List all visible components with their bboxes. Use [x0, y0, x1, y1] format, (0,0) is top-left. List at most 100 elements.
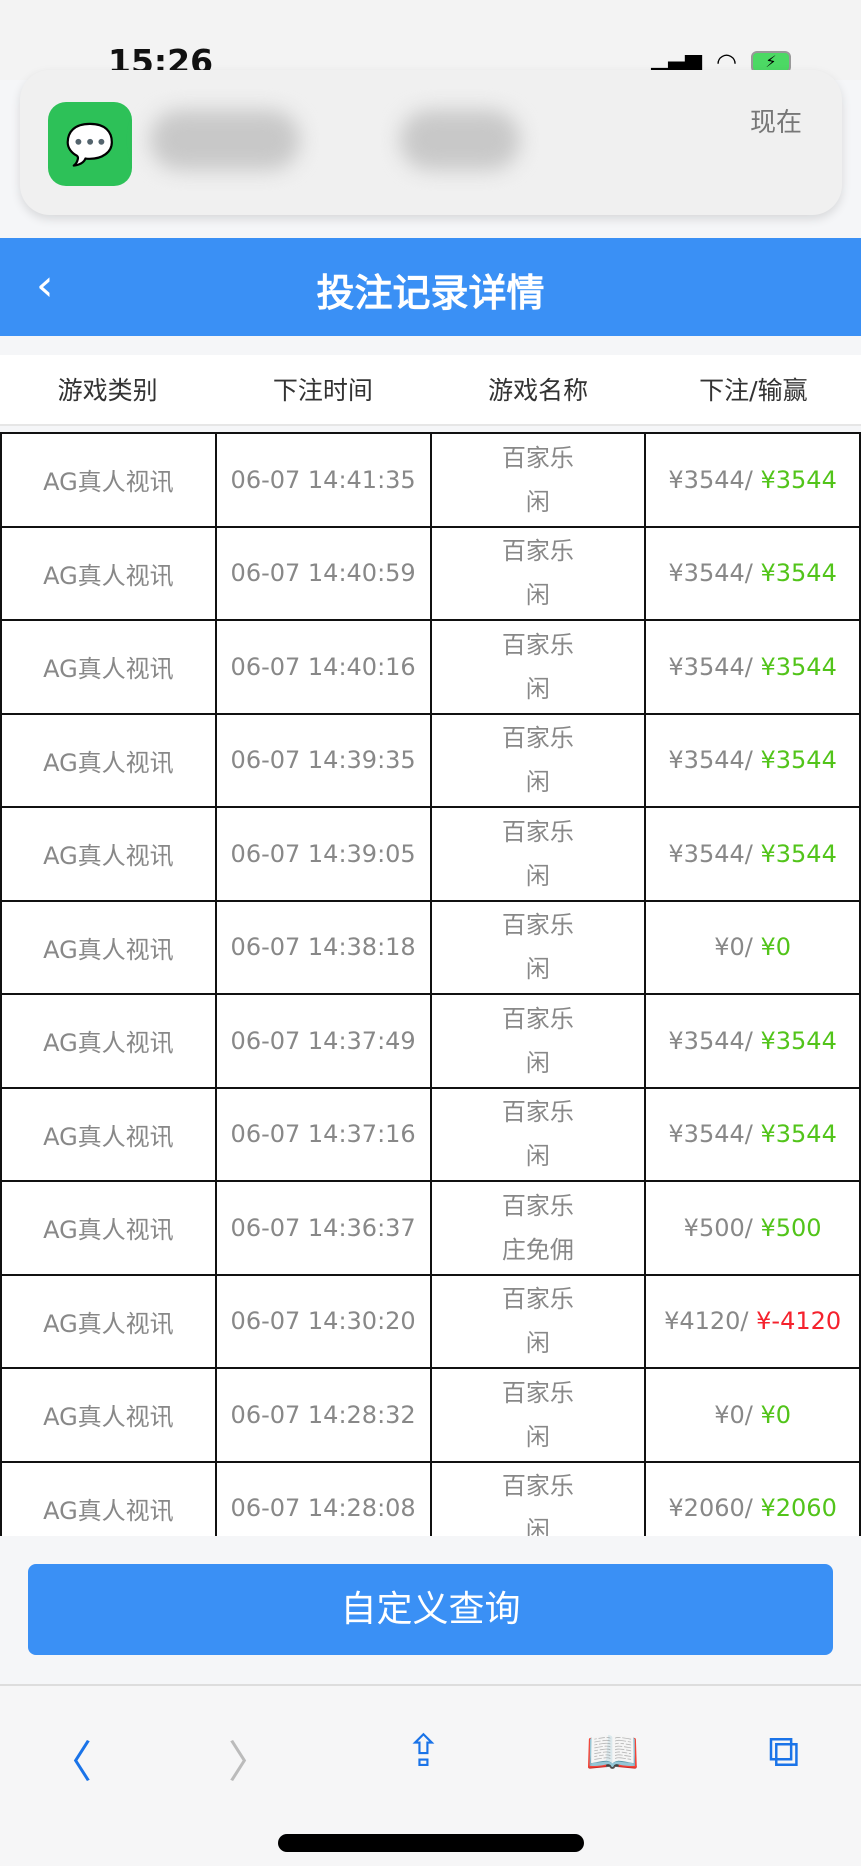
- notification-time: 现在: [749, 108, 802, 138]
- notification-banner[interactable]: 💬 现在: [20, 70, 842, 215]
- bet-amount: ¥0/: [714, 1400, 753, 1429]
- win-loss-amount: ¥3544: [760, 652, 837, 681]
- game-name: 百家乐闲: [429, 712, 647, 808]
- game-category: AG真人视讯: [0, 993, 217, 1089]
- game-name-line2: 闲: [525, 1142, 550, 1171]
- share-icon[interactable]: ⇪: [405, 1726, 442, 1777]
- game-name-line2: 闲: [525, 1329, 550, 1358]
- table-row[interactable]: AG真人视讯 06-07 14:39:05 百家乐闲 ¥3544/ ¥3544: [0, 806, 861, 902]
- bet-amount: ¥3544/: [668, 465, 753, 494]
- wechat-icon: 💬: [48, 102, 132, 186]
- header-bar: ‹ 投注记录详情: [0, 238, 861, 336]
- bet-amount: ¥3544/: [668, 1026, 753, 1055]
- game-name: 百家乐 庄免佣: [429, 1180, 647, 1276]
- bet-result: ¥0/ ¥0: [644, 1367, 861, 1463]
- bet-amount: ¥2060/: [668, 1494, 753, 1523]
- table-row[interactable]: AG真人视讯 06-07 14:39:35 百家乐闲 ¥3544/ ¥3544: [0, 712, 861, 808]
- bet-result: ¥3544/ ¥3544: [644, 525, 861, 621]
- bookmarks-icon[interactable]: 📖: [585, 1727, 640, 1778]
- game-name-line2: 闲: [525, 487, 550, 516]
- bet-amount: ¥3544/: [668, 746, 753, 775]
- bet-result: ¥3544/ ¥3544: [644, 1086, 861, 1182]
- bet-time: 06-07 14:37:49: [214, 993, 432, 1089]
- bet-records-table[interactable]: AG真人视讯 06-07 14:41:35 百家乐闲 ¥3544/ ¥3544 A…: [0, 432, 861, 1536]
- game-name: 百家乐闲: [429, 993, 647, 1089]
- tabs-icon[interactable]: ⧉: [768, 1726, 800, 1777]
- game-name-line2: 闲: [525, 674, 550, 703]
- column-header: 游戏类别: [57, 376, 158, 405]
- table-row[interactable]: AG真人视讯 06-07 14:37:49 百家乐闲 ¥3544/ ¥3544: [0, 993, 861, 1089]
- game-name: 百家乐闲: [429, 432, 647, 528]
- bet-result: ¥3544/ ¥3544: [644, 712, 861, 808]
- game-category: AG真人视讯: [0, 1180, 217, 1276]
- game-category: AG真人视讯: [0, 806, 217, 902]
- game-name: 百家乐闲: [429, 619, 647, 715]
- game-category: AG真人视讯: [0, 712, 217, 808]
- redacted-text: [150, 110, 300, 170]
- game-name-line1: 百家乐: [501, 1472, 574, 1501]
- game-name-line1: 百家乐: [501, 537, 574, 566]
- game-name-line1: 百家乐: [501, 911, 574, 940]
- bet-result: ¥3544/ ¥3544: [644, 806, 861, 902]
- win-loss-amount: ¥3544: [760, 839, 837, 868]
- bet-amount: ¥500/: [683, 1213, 753, 1242]
- bet-amount: ¥3544/: [668, 839, 753, 868]
- bet-result: ¥3544/ ¥3544: [644, 432, 861, 528]
- game-name-line1: 百家乐: [501, 1285, 574, 1314]
- table-row[interactable]: AG真人视讯 06-07 14:40:16 百家乐闲 ¥3544/ ¥3544: [0, 619, 861, 715]
- bet-result: ¥500/ ¥500: [644, 1180, 861, 1276]
- bet-amount: ¥4120/: [664, 1307, 749, 1336]
- game-name: 百家乐闲: [429, 1367, 647, 1463]
- bet-time: 06-07 14:40:59: [214, 525, 432, 621]
- win-loss-amount: ¥500: [760, 1213, 822, 1242]
- game-name-line1: 百家乐: [501, 1098, 574, 1127]
- win-loss-amount: ¥2060: [760, 1494, 837, 1523]
- table-row[interactable]: AG真人视讯 06-07 14:38:18 百家乐闲 ¥0/ ¥0: [0, 899, 861, 995]
- game-category: AG真人视讯: [0, 432, 217, 528]
- game-category: AG真人视讯: [0, 1086, 217, 1182]
- game-name-line2: 闲: [525, 1048, 550, 1077]
- bet-time: 06-07 14:41:35: [214, 432, 432, 528]
- win-loss-amount: ¥-4120: [756, 1307, 842, 1336]
- bet-result: ¥4120/ ¥-4120: [644, 1273, 861, 1369]
- game-name-line1: 百家乐: [501, 1191, 574, 1220]
- page-title: 投注记录详情: [316, 271, 545, 315]
- win-loss-amount: ¥3544: [760, 1120, 837, 1149]
- bet-amount: ¥3544/: [668, 652, 753, 681]
- bet-time: 06-07 14:36:37: [214, 1180, 432, 1276]
- column-header: 下注/输赢: [699, 376, 808, 405]
- table-header: 游戏类别 下注时间 游戏名称 下注/输赢: [0, 355, 861, 426]
- win-loss-amount: ¥3544: [760, 1026, 837, 1055]
- wifi-icon: ◠: [716, 48, 737, 76]
- table-row[interactable]: AG真人视讯 06-07 14:37:16 百家乐闲 ¥3544/ ¥3544: [0, 1086, 861, 1182]
- win-loss-amount: ¥3544: [760, 559, 837, 588]
- table-row[interactable]: AG真人视讯 06-07 14:28:08 百家乐闲 ¥2060/ ¥2060: [0, 1460, 861, 1536]
- game-name-line2: 闲: [525, 768, 550, 797]
- bet-time: 06-07 14:28:08: [214, 1460, 432, 1536]
- game-category: AG真人视讯: [0, 1367, 217, 1463]
- table-row[interactable]: AG真人视讯 06-07 14:41:35 百家乐闲 ¥3544/ ¥3544: [0, 432, 861, 528]
- bet-result: ¥2060/ ¥2060: [644, 1460, 861, 1536]
- bet-amount: ¥3544/: [668, 559, 753, 588]
- table-row[interactable]: AG真人视讯 06-07 14:40:59 百家乐闲 ¥3544/ ¥3544: [0, 525, 861, 621]
- game-name-line1: 百家乐: [501, 630, 574, 659]
- table-row[interactable]: AG真人视讯 06-07 14:36:37 百家乐 庄免佣 ¥500/ ¥500: [0, 1180, 861, 1276]
- table-row[interactable]: AG真人视讯 06-07 14:30:20 百家乐闲 ¥4120/ ¥-4120: [0, 1273, 861, 1369]
- win-loss-amount: ¥0: [760, 1400, 792, 1429]
- bet-result: ¥3544/ ¥3544: [644, 619, 861, 715]
- back-icon[interactable]: 〈: [48, 1737, 92, 1788]
- column-header: 下注时间: [272, 376, 373, 405]
- game-category: AG真人视讯: [0, 525, 217, 621]
- chevron-left-icon[interactable]: ‹: [36, 260, 54, 311]
- win-loss-amount: ¥0: [760, 933, 792, 962]
- game-category: AG真人视讯: [0, 899, 217, 995]
- game-name-line1: 百家乐: [501, 1004, 574, 1033]
- bet-result: ¥0/ ¥0: [644, 899, 861, 995]
- game-name: 百家乐闲: [429, 806, 647, 902]
- custom-query-button[interactable]: 自定义查询: [28, 1564, 833, 1655]
- game-name-line2: 闲: [525, 955, 550, 984]
- bet-time: 06-07 14:30:20: [214, 1273, 432, 1369]
- table-row[interactable]: AG真人视讯 06-07 14:28:32 百家乐闲 ¥0/ ¥0: [0, 1367, 861, 1463]
- bet-time: 06-07 14:28:32: [214, 1367, 432, 1463]
- forward-icon[interactable]: 〉: [228, 1737, 272, 1788]
